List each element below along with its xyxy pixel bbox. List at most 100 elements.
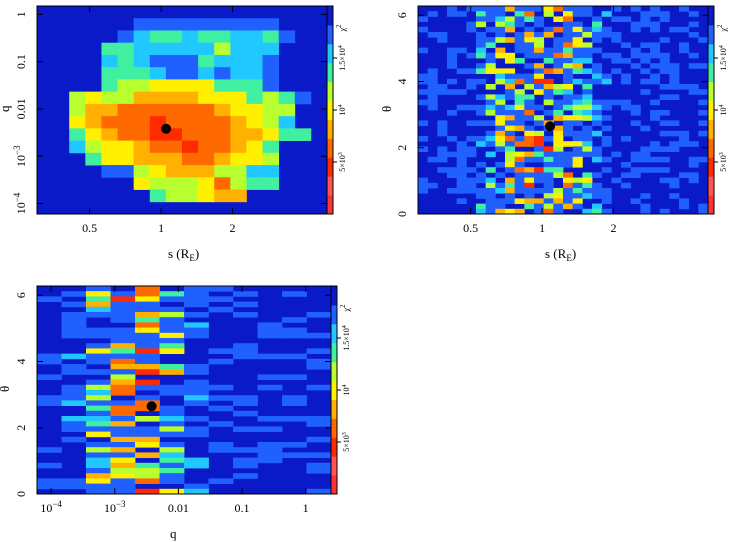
heatmap-cell <box>230 103 247 117</box>
heatmap-cell <box>505 94 516 100</box>
panel-q-theta: 10−4 10−3 0.01 0.1 1 0 2 4 6 q θ <box>0 285 332 541</box>
heatmap-cell <box>514 188 525 194</box>
heatmap-cell <box>110 452 136 458</box>
heatmap-cell <box>182 103 199 117</box>
heatmap-cell <box>505 193 516 199</box>
heatmap-cell <box>592 193 603 199</box>
x-axis-title-q-theta: q <box>170 526 177 541</box>
heatmap-cell <box>184 488 209 495</box>
heatmap-cell <box>135 462 160 469</box>
heatmap-cell <box>553 151 564 158</box>
heatmap-cell <box>86 390 111 396</box>
heatmap-cell <box>563 141 574 147</box>
heatmap-cell <box>110 473 136 479</box>
heatmap-cell <box>582 32 593 38</box>
heatmap-cell <box>86 353 111 360</box>
heatmap-cell <box>135 369 160 375</box>
heatmap-cell <box>306 452 332 458</box>
heatmap-cell <box>466 21 477 28</box>
heatmap-cell <box>659 177 670 184</box>
heatmap-cell <box>514 136 525 142</box>
colorbar-tick-label: 104 <box>338 105 347 116</box>
colorbar-segment <box>331 342 337 363</box>
heatmap-cell <box>534 73 545 80</box>
heatmap-cell <box>514 99 525 106</box>
x-ticks-s-q: 0.5 1 2 <box>82 6 236 235</box>
heatmap-cells-q-theta <box>37 286 332 495</box>
heatmap-cell <box>135 306 160 313</box>
heatmap-cell <box>86 462 111 469</box>
heatmap-cell <box>165 54 183 68</box>
heatmap-cell <box>135 327 160 334</box>
heatmap-cell <box>230 165 247 178</box>
y-ticks-s-q: 10−4 10−3 0.01 0.1 1 <box>12 11 327 214</box>
heatmap-cell <box>611 37 622 43</box>
heatmap-cell <box>582 182 593 189</box>
heatmap-cell <box>476 11 487 17</box>
heatmap-cell <box>572 26 583 33</box>
heatmap-cell <box>514 58 525 64</box>
heatmap-cell <box>514 32 525 38</box>
heatmap-cell <box>688 32 699 38</box>
heatmap-cell <box>524 52 535 59</box>
heatmap-cell <box>427 32 438 38</box>
heatmap-cell <box>543 11 554 17</box>
heatmap-cell <box>133 165 151 178</box>
heatmap-cell <box>572 32 583 38</box>
heatmap-cell <box>505 198 516 204</box>
heatmap-cell <box>61 416 87 422</box>
heatmap-cell <box>182 54 199 68</box>
heatmap-cell <box>184 395 209 401</box>
heatmap-cell <box>198 103 215 117</box>
heatmap-cell <box>630 47 641 54</box>
heatmap-cell <box>582 84 593 90</box>
y-tick-label: 4 <box>395 79 409 85</box>
heatmap-cell <box>61 327 87 334</box>
heatmap-cell <box>101 91 118 105</box>
heatmap-cell <box>572 58 583 64</box>
heatmap-cell <box>182 91 199 105</box>
heatmap-cell <box>592 26 603 33</box>
heatmap-cell <box>553 203 564 210</box>
heatmap-cell <box>582 99 593 106</box>
heatmap-cell <box>466 167 477 173</box>
heatmap-cell <box>505 68 516 74</box>
heatmap-cell <box>543 172 554 178</box>
heatmap-cell <box>110 410 136 417</box>
heatmap-cell <box>149 116 167 129</box>
heatmap-cell <box>230 67 247 80</box>
heatmap-cell <box>476 63 487 69</box>
heatmap-cell <box>543 32 554 38</box>
heatmap-cell <box>582 11 593 17</box>
heatmap-cell <box>230 79 247 93</box>
heatmap-cell <box>524 182 535 189</box>
heatmap-cell <box>514 104 525 111</box>
heatmap-cell <box>233 473 258 479</box>
heatmap-cell <box>640 193 651 199</box>
heatmap-cell <box>524 73 535 80</box>
heatmap-cell <box>485 167 496 173</box>
heatmap-cell <box>601 73 612 80</box>
heatmap-cell <box>582 115 593 121</box>
heatmap-cell <box>476 120 487 126</box>
heatmap-cell <box>553 110 564 116</box>
heatmap-cell <box>198 91 215 105</box>
heatmap-cell <box>640 151 651 158</box>
heatmap-cell <box>230 189 247 203</box>
heatmap-cell <box>214 165 231 178</box>
heatmap-cell <box>447 6 458 12</box>
heatmap-cell <box>582 52 593 59</box>
colorbar-segment <box>708 24 714 45</box>
heatmap-cell <box>543 203 554 210</box>
heatmap-cell <box>159 348 185 354</box>
heatmap-cell <box>659 58 670 64</box>
heatmap-cell <box>117 67 135 80</box>
heatmap-cell <box>418 16 429 22</box>
heatmap-cell <box>572 115 583 121</box>
heatmap-cell <box>476 42 487 48</box>
heatmap-cell <box>601 26 612 33</box>
heatmap-cell <box>86 447 111 453</box>
heatmap-cell <box>159 317 185 323</box>
heatmap-cell <box>679 203 690 210</box>
heatmap-cell <box>86 301 111 308</box>
